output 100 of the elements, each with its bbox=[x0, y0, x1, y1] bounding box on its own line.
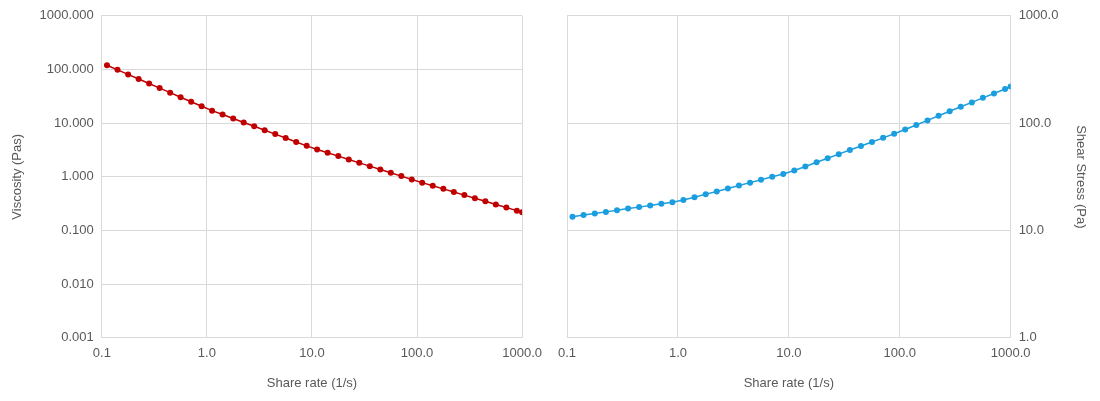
y-tick-label: 0.001 bbox=[61, 329, 94, 345]
point bbox=[303, 142, 310, 149]
point bbox=[758, 176, 765, 183]
x-tick-label: 100.0 bbox=[400, 345, 434, 361]
point bbox=[613, 207, 620, 214]
point bbox=[377, 166, 384, 173]
point bbox=[569, 213, 576, 220]
point bbox=[591, 210, 598, 217]
y-tick-label: 1.0 bbox=[1018, 329, 1037, 345]
point bbox=[891, 130, 898, 137]
x-tick-label: 0.1 bbox=[558, 345, 577, 361]
point bbox=[314, 146, 321, 153]
point bbox=[356, 159, 363, 166]
point bbox=[669, 199, 676, 206]
point bbox=[146, 80, 153, 87]
x-tick-label: 100.0 bbox=[883, 345, 917, 361]
x-tick-label: 10.0 bbox=[299, 345, 325, 361]
point bbox=[461, 192, 468, 199]
point bbox=[658, 200, 665, 207]
y-axis-title: Viscosity (Pas) bbox=[9, 133, 25, 220]
point bbox=[177, 94, 184, 101]
point bbox=[103, 62, 110, 69]
point bbox=[680, 197, 687, 204]
point bbox=[868, 138, 875, 145]
point bbox=[824, 155, 831, 162]
x-tick-label: 1.0 bbox=[197, 345, 216, 361]
point bbox=[636, 204, 643, 211]
point bbox=[880, 134, 887, 141]
point bbox=[135, 75, 142, 82]
point bbox=[647, 202, 654, 209]
point bbox=[935, 112, 942, 119]
y-axis-title: Shear Stress (Pa) bbox=[1073, 125, 1089, 229]
point bbox=[188, 98, 195, 105]
point bbox=[946, 108, 953, 115]
point bbox=[125, 71, 132, 78]
point bbox=[450, 189, 457, 195]
point bbox=[713, 188, 720, 195]
point bbox=[702, 191, 709, 198]
point bbox=[747, 179, 754, 186]
point bbox=[802, 163, 809, 170]
point bbox=[968, 99, 975, 106]
point bbox=[387, 169, 394, 176]
point bbox=[902, 126, 909, 133]
point bbox=[724, 185, 731, 192]
y-tick-label: 100.000 bbox=[46, 61, 94, 77]
y-tick-label: 1000.000 bbox=[39, 7, 94, 23]
y-tick-label: 100.0 bbox=[1018, 114, 1052, 130]
x-axis-title: Share rate (1/s) bbox=[266, 374, 358, 390]
point bbox=[602, 208, 609, 215]
point bbox=[503, 204, 510, 211]
y-tick-label: 10.0 bbox=[1018, 222, 1044, 238]
y-tick-label: 0.010 bbox=[61, 275, 94, 291]
point bbox=[492, 201, 499, 208]
point bbox=[366, 163, 373, 170]
x-axis-title: Share rate (1/s) bbox=[743, 374, 834, 390]
point bbox=[429, 182, 436, 189]
point bbox=[324, 149, 331, 156]
point bbox=[846, 147, 853, 154]
x-tick-label: 1.0 bbox=[668, 345, 687, 361]
point bbox=[813, 159, 820, 166]
point bbox=[769, 173, 776, 180]
point bbox=[408, 176, 415, 183]
point bbox=[114, 66, 121, 73]
point bbox=[835, 151, 842, 158]
point bbox=[293, 138, 300, 145]
point bbox=[625, 205, 632, 212]
x-tick-label: 1000.0 bbox=[990, 345, 1031, 361]
y-tick-label: 10.000 bbox=[54, 114, 94, 130]
y-tick-label: 0.100 bbox=[61, 222, 94, 238]
point bbox=[991, 90, 998, 97]
point bbox=[513, 207, 520, 214]
point bbox=[198, 103, 205, 110]
point bbox=[691, 194, 698, 201]
point bbox=[398, 173, 405, 180]
y-tick-label: 1000.0 bbox=[1018, 7, 1059, 23]
point bbox=[335, 153, 342, 160]
point bbox=[272, 131, 279, 138]
point bbox=[482, 198, 489, 205]
point bbox=[913, 121, 920, 128]
point bbox=[440, 185, 447, 192]
x-tick-label: 0.1 bbox=[92, 345, 111, 361]
point bbox=[167, 89, 174, 96]
point bbox=[156, 85, 163, 92]
point bbox=[735, 182, 742, 189]
point bbox=[857, 143, 864, 150]
point bbox=[219, 111, 226, 118]
point bbox=[471, 195, 478, 202]
point bbox=[251, 123, 258, 130]
point bbox=[957, 103, 964, 110]
point bbox=[240, 119, 247, 126]
point bbox=[209, 107, 216, 114]
x-tick-label: 1000.0 bbox=[502, 345, 542, 361]
point bbox=[230, 115, 237, 122]
point bbox=[261, 127, 268, 134]
point bbox=[979, 94, 986, 101]
x-tick-label: 10.0 bbox=[776, 345, 802, 361]
point bbox=[924, 117, 931, 124]
point bbox=[345, 156, 352, 163]
point bbox=[282, 135, 289, 142]
y-tick-label: 1.000 bbox=[61, 168, 94, 184]
